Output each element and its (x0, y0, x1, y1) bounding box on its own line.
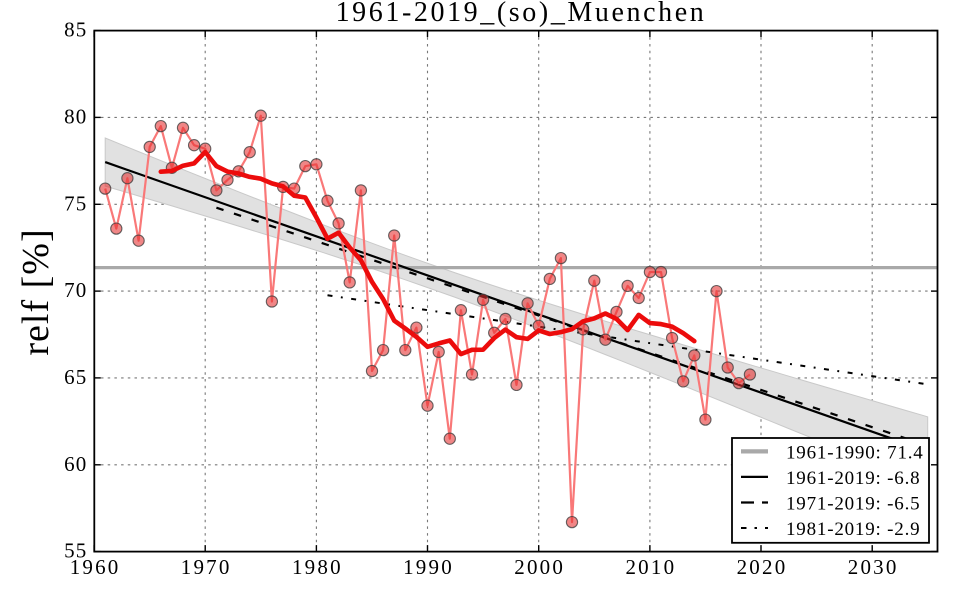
svg-text:1961-2019_(so)_Muenchen: 1961-2019_(so)_Muenchen (336, 0, 707, 28)
svg-text:2010: 2010 (625, 555, 676, 579)
svg-text:55: 55 (64, 539, 87, 563)
svg-text:relf [%]: relf [%] (15, 228, 57, 355)
svg-text:60: 60 (64, 452, 87, 476)
svg-text:2020: 2020 (737, 555, 788, 579)
svg-text:1961-2019: -6.8: 1961-2019: -6.8 (786, 468, 920, 489)
svg-text:1981-2019: -2.9: 1981-2019: -2.9 (786, 519, 920, 540)
svg-text:1970: 1970 (181, 555, 232, 579)
svg-text:1960: 1960 (70, 555, 121, 579)
svg-text:65: 65 (64, 365, 87, 389)
svg-text:1961-1990: 71.4: 1961-1990: 71.4 (786, 442, 924, 463)
svg-text:70: 70 (64, 278, 87, 302)
svg-text:1980: 1980 (292, 555, 343, 579)
svg-text:85: 85 (64, 18, 87, 42)
svg-text:1990: 1990 (403, 555, 454, 579)
svg-text:75: 75 (64, 191, 87, 215)
svg-text:2000: 2000 (514, 555, 565, 579)
svg-text:1971-2019: -6.5: 1971-2019: -6.5 (786, 494, 920, 515)
svg-text:2030: 2030 (848, 555, 899, 579)
svg-text:80: 80 (64, 104, 87, 128)
